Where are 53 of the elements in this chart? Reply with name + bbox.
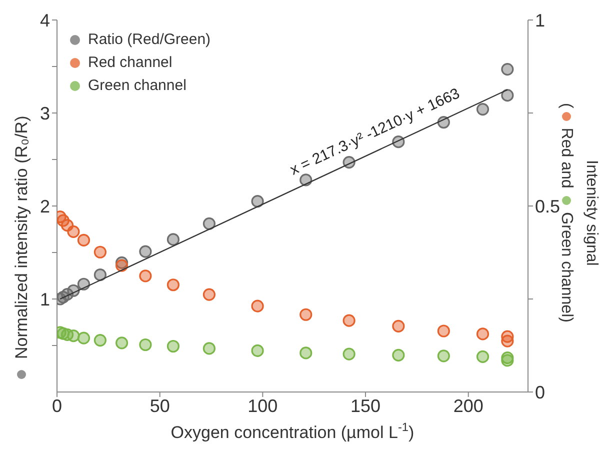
point (94, 246, 106, 258)
point (67, 225, 80, 238)
point (392, 348, 405, 362)
point (94, 268, 106, 282)
y2-tick-label: 0 (535, 382, 546, 402)
point (342, 348, 356, 360)
point (251, 195, 264, 208)
point (392, 320, 405, 332)
point (300, 346, 312, 360)
y2-tick-label: 0.5 (535, 196, 560, 216)
point (300, 308, 312, 321)
x-tick-label: 50 (150, 396, 170, 416)
x-tick-label: 150 (350, 396, 381, 416)
point (166, 233, 180, 246)
x-tick-label: 0 (52, 396, 62, 416)
point (139, 338, 152, 352)
point (476, 350, 490, 363)
y2-tick-label: 1 (535, 10, 546, 30)
point (77, 332, 90, 344)
point (139, 270, 152, 282)
point (501, 334, 514, 348)
point (202, 342, 216, 355)
x-axis-title: Oxygen concentration (µmol L$^{-1}$) (170, 420, 414, 442)
point (251, 344, 264, 358)
point (115, 336, 128, 350)
point (166, 278, 180, 292)
point (94, 334, 106, 347)
y-tick-label: 4 (40, 10, 50, 30)
point (67, 330, 80, 342)
point (476, 102, 490, 116)
x-tick-label: 200 (453, 396, 484, 416)
x-tick-label: 100 (248, 396, 278, 416)
point (202, 217, 216, 230)
point (166, 340, 180, 353)
point (139, 245, 152, 258)
point (251, 300, 264, 312)
point (202, 288, 216, 301)
y-axis-title: Normalized intensity ratio (R₀/R) (11, 116, 32, 359)
point (501, 62, 514, 76)
point (342, 314, 356, 327)
point (77, 234, 90, 247)
legend-label: Red channel (88, 53, 172, 73)
point (437, 350, 450, 362)
y-tick-label: 3 (40, 103, 50, 124)
point (501, 354, 514, 367)
y-tick-label: 1 (40, 289, 50, 310)
legend-label: Green channel (88, 76, 186, 96)
point (437, 324, 450, 338)
point (115, 259, 128, 272)
y-tick-label: 2 (40, 196, 50, 216)
legend-label: Ratio (Red/Green) (88, 30, 211, 50)
point (501, 89, 514, 102)
point (476, 328, 490, 340)
